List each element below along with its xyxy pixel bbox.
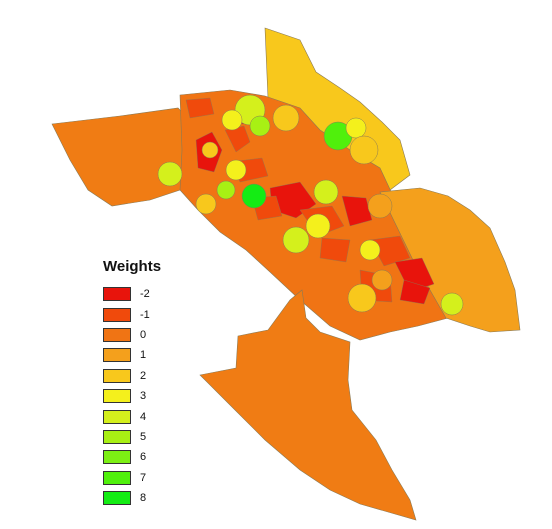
legend-label: -1 <box>140 308 150 321</box>
legend-swatch <box>103 287 131 302</box>
legend-label: 6 <box>140 451 147 464</box>
legend-label: 3 <box>140 390 147 403</box>
legend-item: 7 <box>103 468 161 488</box>
legend-swatch <box>103 491 131 506</box>
legend-label: 0 <box>140 328 147 341</box>
legend-swatch <box>103 348 131 363</box>
legend: Weights -2 -1 0 1 2 3 4 5 6 7 8 <box>103 258 161 508</box>
legend-label: -2 <box>140 288 150 301</box>
legend-item: 0 <box>103 325 161 345</box>
legend-title: Weights <box>103 258 162 275</box>
legend-swatch <box>103 327 131 342</box>
legend-label: 8 <box>140 492 147 505</box>
legend-item: 6 <box>103 447 161 467</box>
legend-label: 7 <box>140 471 147 484</box>
region-south <box>199 289 417 521</box>
legend-items: -2 -1 0 1 2 3 4 5 6 7 8 <box>103 284 161 508</box>
legend-item: 1 <box>103 345 161 365</box>
legend-item: 2 <box>103 366 161 386</box>
legend-label: 2 <box>140 369 147 382</box>
legend-item: 5 <box>103 427 161 447</box>
high-weight-circles <box>157 94 464 316</box>
legend-swatch <box>103 409 131 424</box>
legend-item: 8 <box>103 488 161 508</box>
legend-item: 4 <box>103 406 161 426</box>
legend-label: 1 <box>140 349 147 362</box>
legend-swatch <box>103 389 131 404</box>
legend-swatch <box>103 470 131 485</box>
region-west <box>51 107 201 207</box>
legend-swatch <box>103 429 131 444</box>
legend-swatch <box>103 368 131 383</box>
legend-item: -1 <box>103 304 161 324</box>
legend-label: 5 <box>140 430 147 443</box>
legend-item: 3 <box>103 386 161 406</box>
legend-label: 4 <box>140 410 147 423</box>
legend-swatch <box>103 450 131 465</box>
legend-item: -2 <box>103 284 161 304</box>
legend-swatch <box>103 307 131 322</box>
